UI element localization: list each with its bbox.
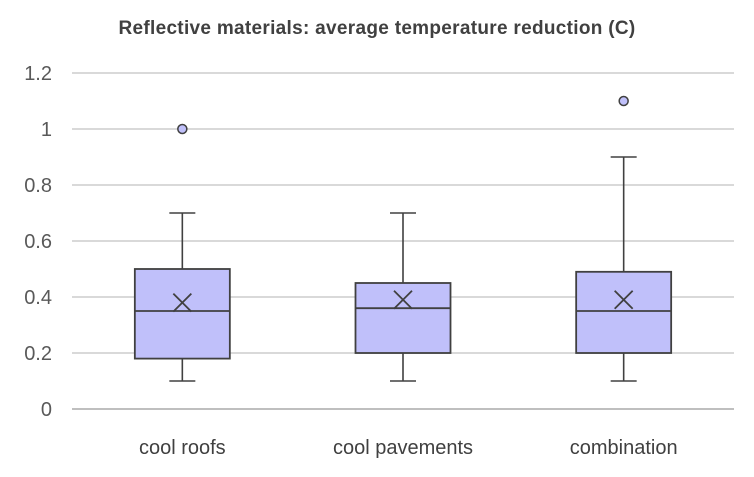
iqr-box — [575, 270, 673, 354]
box-combination — [575, 95, 673, 382]
y-tick-label: 1 — [41, 119, 52, 141]
outlier-point — [618, 95, 629, 107]
y-tick-label: 1.2 — [24, 63, 52, 85]
box-cool-pavements — [354, 212, 452, 382]
y-axis-ticks: 0 0.2 0.4 0.6 0.8 1 1.2 — [24, 63, 52, 421]
x-axis-categories: cool roofs cool pavements combination — [139, 437, 678, 459]
x-category-label: combination — [570, 437, 678, 459]
mean-marker — [172, 292, 192, 313]
x-category-label: cool roofs — [139, 437, 226, 459]
iqr-box — [133, 268, 231, 360]
chart-title: Reflective materials: average temperatur… — [118, 18, 636, 39]
y-tick-label: 0.6 — [24, 231, 52, 253]
iqr-box — [354, 282, 452, 354]
outlier-point — [177, 123, 188, 135]
box-cool-roofs — [133, 123, 231, 382]
y-tick-label: 0.2 — [24, 343, 52, 365]
mean-marker — [614, 290, 634, 310]
mean-marker — [393, 290, 413, 310]
boxes — [133, 95, 673, 382]
y-tick-label: 0.8 — [24, 175, 52, 197]
x-category-label: cool pavements — [333, 437, 473, 459]
y-tick-label: 0 — [41, 399, 52, 421]
y-tick-label: 0.4 — [24, 287, 52, 309]
